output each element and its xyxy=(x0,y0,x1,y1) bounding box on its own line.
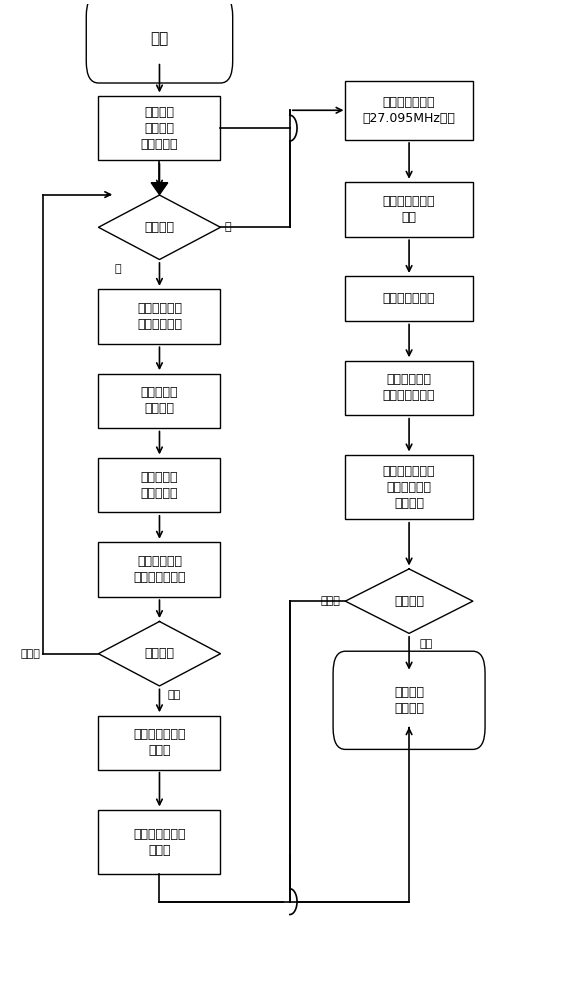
FancyBboxPatch shape xyxy=(99,542,221,597)
Text: 一致: 一致 xyxy=(419,639,432,649)
Text: 是否超时: 是否超时 xyxy=(145,221,175,234)
Polygon shape xyxy=(345,569,473,633)
Text: 比较结果: 比较结果 xyxy=(394,595,424,608)
FancyBboxPatch shape xyxy=(99,810,221,874)
Text: 应答器发送报文: 应答器发送报文 xyxy=(383,292,435,305)
FancyBboxPatch shape xyxy=(333,651,485,749)
Text: 不一致: 不一致 xyxy=(321,596,341,606)
FancyBboxPatch shape xyxy=(345,361,473,415)
Text: 应答器接收报文
并存储: 应答器接收报文 并存储 xyxy=(133,828,186,857)
FancyBboxPatch shape xyxy=(86,0,233,83)
FancyBboxPatch shape xyxy=(99,458,221,512)
Text: 是: 是 xyxy=(225,222,231,232)
FancyBboxPatch shape xyxy=(345,182,473,237)
Text: 车载编程设备比
较接收报文和
写入报文: 车载编程设备比 较接收报文和 写入报文 xyxy=(383,465,435,510)
Polygon shape xyxy=(151,183,168,195)
Polygon shape xyxy=(99,621,221,686)
FancyBboxPatch shape xyxy=(345,455,473,519)
Polygon shape xyxy=(99,195,221,260)
FancyBboxPatch shape xyxy=(345,81,473,140)
Text: 车载编程设备发
送报文: 车载编程设备发 送报文 xyxy=(133,728,186,757)
FancyBboxPatch shape xyxy=(99,289,221,344)
Text: 车载编程设备
接收应答器报文: 车载编程设备 接收应答器报文 xyxy=(383,373,435,402)
Text: 比较结果: 比较结果 xyxy=(145,647,175,660)
Text: 应答器进入
编程模式: 应答器进入 编程模式 xyxy=(141,386,178,415)
Text: 车载编程设备
发射编程信号: 车载编程设备 发射编程信号 xyxy=(137,302,182,331)
Text: 不一致: 不一致 xyxy=(20,649,40,659)
Text: 一致: 一致 xyxy=(168,690,181,700)
FancyBboxPatch shape xyxy=(345,276,473,321)
Text: 否: 否 xyxy=(114,264,121,274)
FancyBboxPatch shape xyxy=(99,374,221,428)
Text: 应答器发送
应答器编号: 应答器发送 应答器编号 xyxy=(141,471,178,500)
Text: 应答器进入工作
模式: 应答器进入工作 模式 xyxy=(383,195,435,224)
Text: 开始: 开始 xyxy=(150,31,168,46)
Text: 列车停车
编程天线
对准应答器: 列车停车 编程天线 对准应答器 xyxy=(141,106,178,151)
Text: 结束编程
列车启动: 结束编程 列车启动 xyxy=(394,686,424,715)
Text: 车载编程设备
核对应答器编号: 车载编程设备 核对应答器编号 xyxy=(133,555,186,584)
FancyBboxPatch shape xyxy=(99,96,221,160)
Text: 车载编程设备发
送27.095MHz信号: 车载编程设备发 送27.095MHz信号 xyxy=(363,96,455,125)
FancyBboxPatch shape xyxy=(99,716,221,770)
